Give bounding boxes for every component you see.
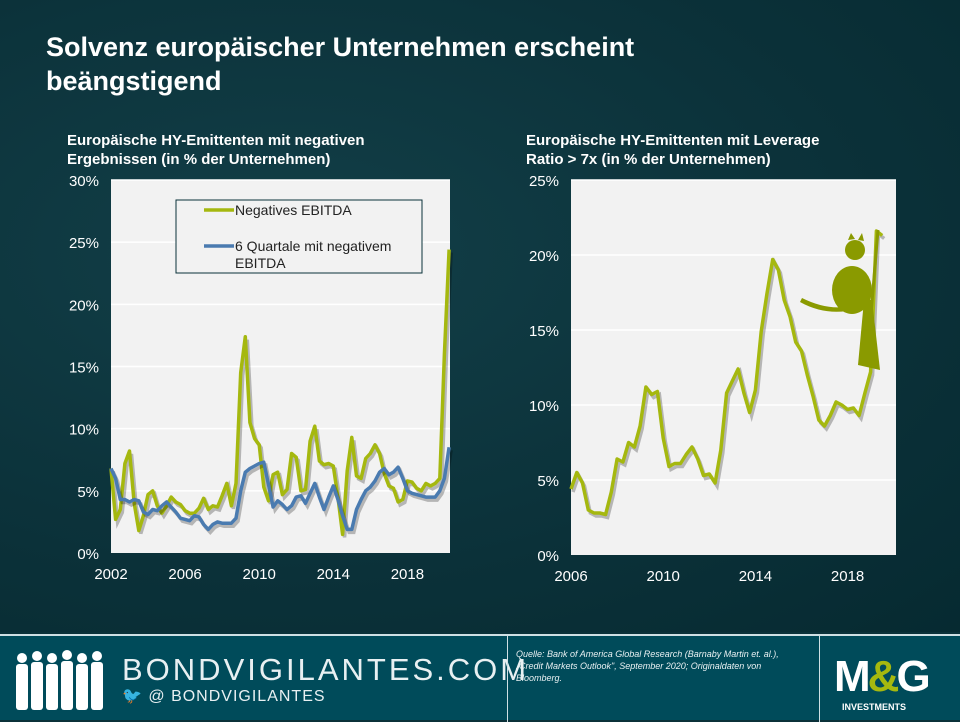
x-tick-label: 2014: [317, 566, 350, 583]
x-tick-label: 2002: [94, 566, 127, 583]
left-chart-title: Europäische HY-Emittenten mit negativen …: [67, 132, 365, 168]
mg-logo-sub: INVESTMENTS: [842, 702, 907, 712]
twitter-handle[interactable]: 🐦 @ BONDVIGILANTES: [122, 688, 326, 705]
y-tick-label: 15%: [529, 323, 559, 340]
x-tick-label: 2014: [739, 568, 772, 585]
legend-box: [175, 199, 423, 274]
y-tick-label: 20%: [69, 297, 99, 314]
cat-on-broom-icon: [800, 229, 880, 370]
legend-label: EBITDA: [235, 255, 286, 271]
legend-label: Negatives EBITDA: [235, 202, 352, 218]
x-tick-label: 2010: [243, 566, 276, 583]
charts: 0% 5% 10% 15% 20% 25% 30% 2002 2006 2010 2014 2018 N…: [69, 173, 896, 585]
y-tick-label: 10%: [69, 422, 99, 439]
y-tick-label: 30%: [69, 173, 99, 190]
page-title: Solvenz europäischer Unternehmen erschei…: [46, 32, 635, 96]
y-tick-label: 20%: [529, 248, 559, 265]
plot-area: [571, 180, 896, 555]
footer: BONDVIGILANTES.COM 🐦 @ BONDVIGILANTES Qu…: [0, 634, 960, 722]
y-tick-label: 15%: [69, 360, 99, 377]
source-note: Quelle: Bank of America Global Research …: [516, 649, 779, 683]
y-tick-label: 25%: [69, 235, 99, 252]
x-tick-label: 2018: [831, 568, 864, 585]
series-shadow: [571, 230, 886, 520]
x-tick-label: 2006: [554, 568, 587, 585]
divider: [507, 636, 508, 722]
chart-0: 0% 5% 10% 15% 20% 25% 30% 2002 2006 2010 2014 2018 N…: [69, 173, 453, 583]
brand-name[interactable]: BONDVIGILANTES.COM: [122, 652, 530, 687]
divider: [819, 636, 820, 722]
x-tick-label: 2006: [168, 566, 201, 583]
mg-logo: M&G: [834, 652, 931, 701]
y-tick-label: 10%: [529, 398, 559, 415]
people-silhouettes-icon: [16, 650, 103, 710]
chart-1: 0% 5% 10% 15% 20% 25% 2006 2010 2014 2018: [529, 173, 896, 585]
x-tick-label: 2010: [647, 568, 680, 585]
right-chart-title: Europäische HY-Emittenten mit Leverage R…: [526, 132, 820, 168]
y-tick-label: 5%: [537, 473, 559, 490]
y-tick-label: 25%: [529, 173, 559, 190]
twitter-bird-icon: 🐦: [122, 688, 143, 705]
series-line-0: [569, 229, 884, 517]
y-tick-label: 0%: [537, 548, 559, 565]
x-tick-label: 2018: [391, 566, 424, 583]
y-tick-label: 0%: [77, 546, 99, 563]
legend: Negatives EBITDA 6 Quartale mit negativem…: [175, 199, 423, 274]
series-line-1: [109, 447, 451, 532]
y-tick-label: 5%: [77, 484, 99, 501]
legend-label: 6 Quartale mit negativem: [235, 238, 391, 254]
